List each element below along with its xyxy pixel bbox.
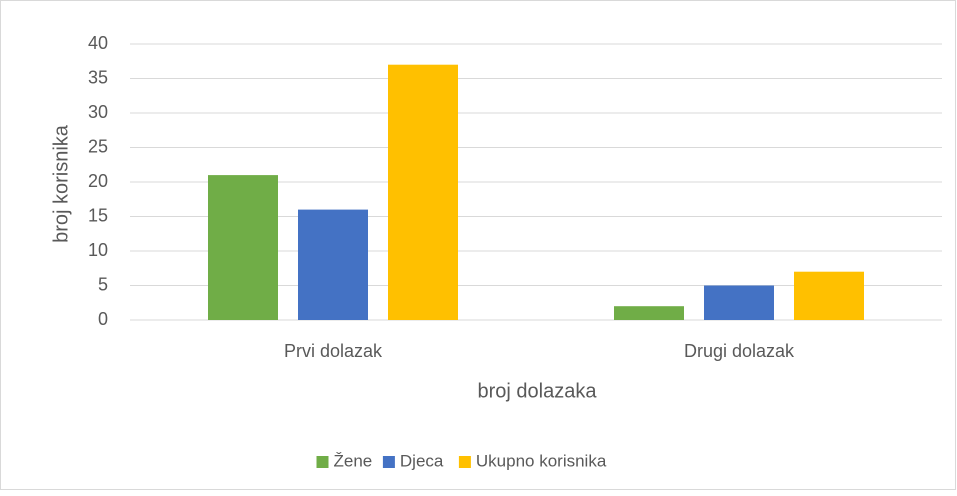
y-tick-label: 15 [88,205,108,225]
bar [704,285,774,320]
y-tick-label: 30 [88,102,108,122]
legend-swatch [316,456,329,468]
y-tick-label: 25 [88,136,108,156]
bar [794,271,864,320]
legend-swatch [382,456,395,468]
y-tick-label: 40 [88,33,108,53]
x-tick-label: Drugi dolazak [684,341,795,361]
legend-label: Djeca [400,451,444,470]
bar [208,175,278,320]
x-axis-label: broj dolazaka [478,380,598,402]
y-axis-label: broj korisnika [50,124,72,243]
legend-swatch [458,456,471,468]
legend-label: Ukupno korisnika [476,451,607,470]
bar [298,209,368,320]
bar [614,306,684,320]
y-tick-label: 10 [88,240,108,260]
y-tick-label: 5 [98,274,108,294]
x-tick-label: Prvi dolazak [284,341,383,361]
legend-label: Žene [334,451,373,470]
y-tick-label: 0 [98,309,108,329]
y-tick-label: 20 [88,171,108,191]
bar [388,64,458,320]
y-tick-label: 35 [88,67,108,87]
